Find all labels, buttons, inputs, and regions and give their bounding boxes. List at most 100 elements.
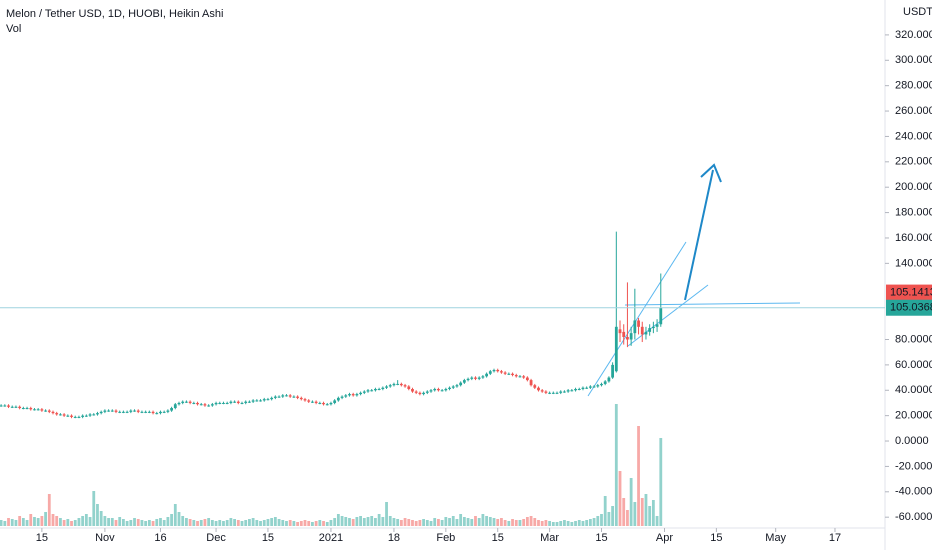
volume-bar [3,521,7,526]
candle-body [451,386,455,388]
volume-bar [173,504,177,526]
candle-body [407,386,411,389]
price-label-box [886,284,932,301]
volume-bar [566,521,570,526]
candle-body [511,373,514,376]
y-tick-label: 60.0000 [895,359,932,371]
volume-bar [125,521,129,526]
candle-body [503,372,507,374]
volume-bar [144,521,148,526]
y-tick-label: 180.0000 [895,206,932,218]
candle-body [44,410,47,412]
volume-bar [281,520,285,526]
candle-body [170,408,173,411]
volume-bar [459,514,463,526]
candle-body [403,385,407,387]
candle-body [522,376,526,378]
price-label: 105.1413 [890,286,932,298]
candle-body [136,410,140,412]
candle-body [259,400,262,402]
volume-bar [596,516,600,526]
candle-body [537,387,540,391]
volume-bar [514,520,518,526]
candle-body [118,411,122,413]
volume-bar [177,512,181,526]
volume-bar [244,520,248,526]
candle-body [611,364,615,378]
candle-body [55,413,59,415]
candle-body [240,402,244,404]
candle-body [248,401,251,403]
volume-bar [7,518,10,526]
volume-bar [59,518,62,526]
candle-body [147,411,151,413]
candle-body [288,395,292,397]
volume-bar [103,516,107,526]
candle-body [455,385,459,387]
volume-bar [285,521,288,526]
volume-bar [322,521,325,526]
volume-bar [451,516,455,526]
candle-body [385,386,388,388]
candle-body [655,324,659,327]
volume-bar [218,520,222,526]
volume-bar [507,521,511,526]
candle-body [448,387,451,389]
volume-bar [303,520,307,526]
candle-body [196,402,199,405]
volume-bar [592,518,596,526]
volume-bar [351,519,355,526]
y-tick-label: 300.0000 [895,54,932,66]
x-tick-label: 2021 [319,532,343,544]
y-tick-label: -60.0000 [895,511,932,523]
candle-body [344,395,348,397]
volume-bar [55,516,59,526]
volume-bar [307,521,311,526]
candle-body [133,410,136,412]
candle-body [370,390,374,392]
candle-body [600,383,603,386]
candle-body [192,402,196,404]
volume-bar [62,520,66,526]
volume-bar [92,491,96,526]
volume-bar [262,520,266,526]
volume-bar [36,518,40,526]
volume-bar [248,519,251,526]
candle-body [596,385,600,387]
candle-body [570,390,574,392]
volume-bar [73,520,77,526]
candle-body [440,390,444,392]
candle-body [555,392,559,394]
candle-body [166,410,170,412]
candle-body [366,390,370,392]
candle-body [488,371,492,374]
volume-bar [414,521,418,526]
x-tick-label: Dec [206,532,226,544]
volume-bar [381,517,385,526]
x-tick-label: Apr [656,532,673,544]
candle-body [277,396,281,398]
candle-body [18,406,22,409]
candle-body [577,388,581,390]
candle-body [474,377,477,379]
candle-body [514,375,518,377]
volume-bar [0,520,3,526]
currency-label: USDT [903,6,932,18]
volume-bar [570,522,574,526]
volume-bar [296,522,299,526]
candle-body [14,406,18,408]
y-tick-label: 200.0000 [895,181,932,193]
candle-body [273,396,277,398]
volume-bar [540,521,544,526]
x-tick-label: 15 [492,532,504,544]
candle-body [544,391,548,393]
volume-bar [84,514,88,526]
candle-body [122,411,125,413]
candle-body [355,394,359,396]
candle-body [66,415,70,417]
candle-body [563,391,566,393]
y-tick-label: 220.0000 [895,156,932,168]
volume-bar [618,471,622,526]
volume-bar [503,520,507,526]
